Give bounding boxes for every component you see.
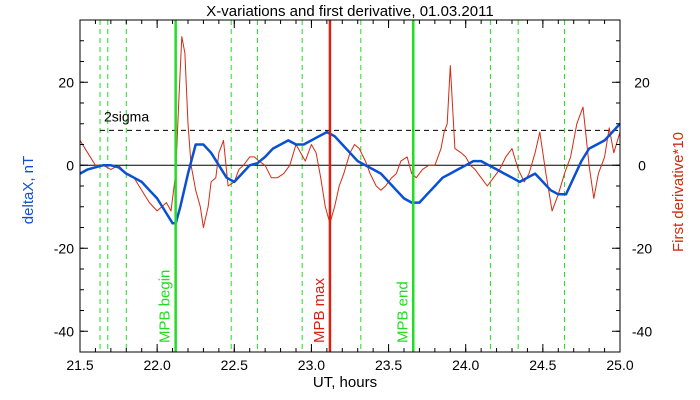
y-tick-label-left-2: 0 (66, 157, 74, 173)
y-tick-label-right-0: -40 (632, 323, 652, 339)
x-tick-label-3: 23.0 (298, 357, 325, 373)
x-tick-label-4: 23.5 (375, 357, 402, 373)
y-tick-label-left-1: -20 (54, 240, 74, 256)
series-line-deltax (79, 122, 621, 225)
y-tick-label-left-3: 20 (58, 74, 74, 90)
boundary-label-1: MPB max (311, 277, 328, 343)
x-tick-label-7: 25.0 (606, 357, 633, 373)
x-axis-label: UT, hours (313, 374, 377, 391)
threshold-group: 2sigma (80, 108, 620, 166)
x-tick-label-6: 24.5 (529, 357, 556, 373)
y-tick-label-right-3: 20 (634, 74, 650, 90)
x-tick-label-0: 21.5 (66, 357, 93, 373)
y-axis-right-label: First derivative*10 (670, 132, 687, 252)
y-tick-label-left-0: -40 (54, 323, 74, 339)
axes-group: 21.5 22.0 22.5 23.0 23.5 24.0 24.5 25.0 -40 -40 -2… (54, 19, 652, 373)
x-tick-label-5: 24.0 (452, 357, 479, 373)
y-tick-label-right-1: -20 (632, 240, 652, 256)
y-axis-left-label: deltaX, nT (20, 156, 37, 224)
x-tick-label-2: 22.5 (221, 357, 248, 373)
chart-title: X-variations and first derivative, 01.03… (206, 3, 493, 20)
series-group: MPB begin MPB max MPB end (79, 20, 621, 352)
threshold-label: 2sigma (104, 108, 149, 124)
y-tick-label-right-2: 0 (638, 157, 646, 173)
x-tick-label-1: 22.0 (144, 357, 171, 373)
boundary-label-0: MPB begin (157, 270, 174, 343)
vertical-markers (99, 20, 565, 352)
series-line-derivative (79, 36, 621, 228)
boundary-label-2: MPB end (394, 281, 411, 343)
